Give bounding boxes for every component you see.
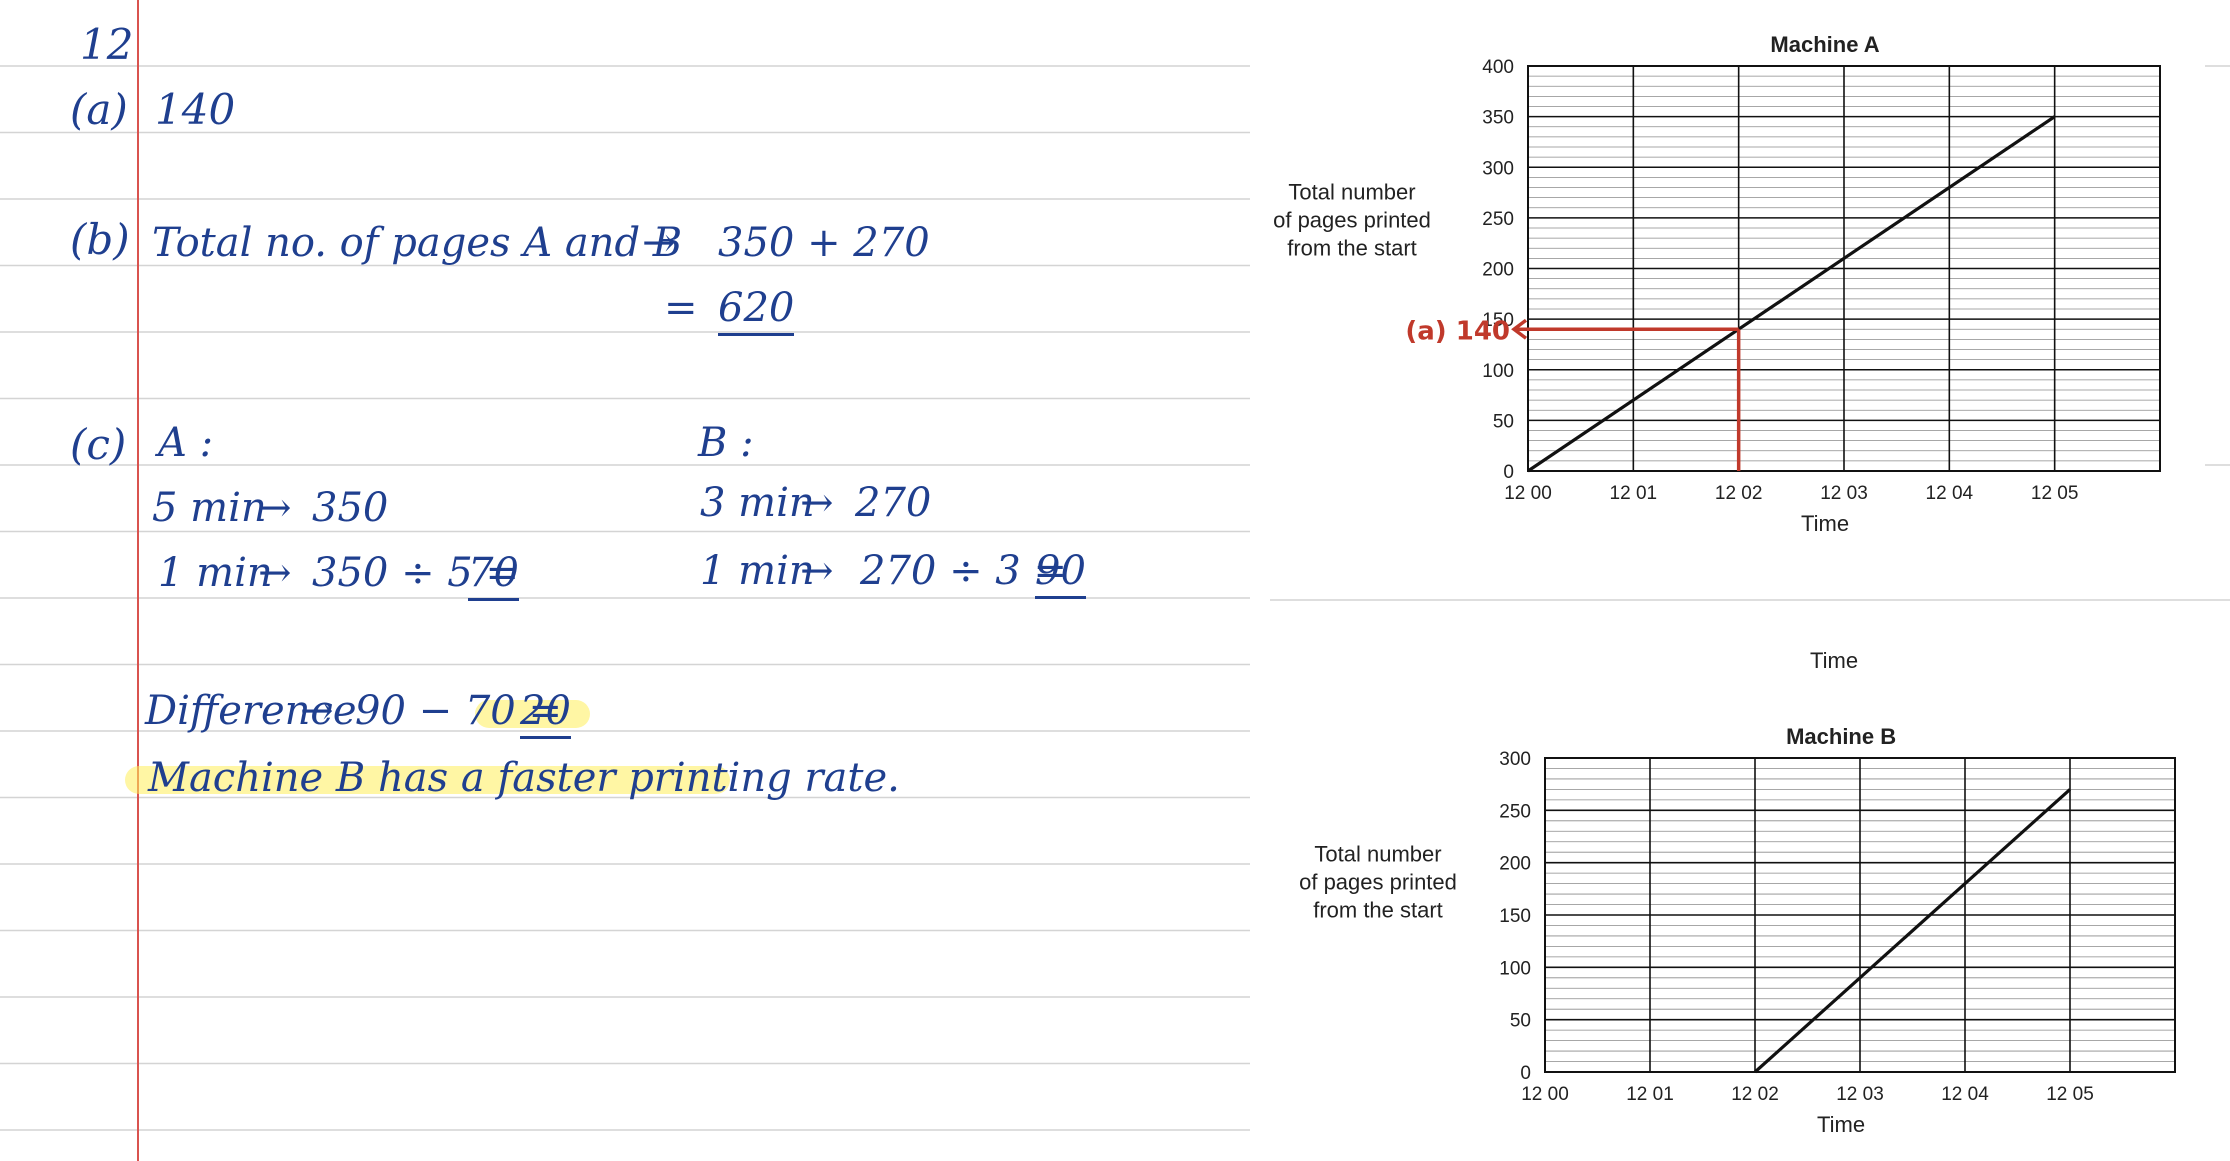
x-tick-label: 12 02 (1715, 483, 1763, 504)
part-c-b-line1-arrow: → (800, 480, 834, 526)
y-axis-label-line: of pages printed (1273, 208, 1431, 233)
series-line (1753, 788, 2072, 1074)
part-c-a-line1-left: 5 min (152, 485, 267, 531)
x-tick-label: 12 00 (1504, 483, 1552, 504)
machine-b-chart: 0 50 100 150 200 250 300 12 00 12 01 12 02 12 03 12… (1299, 724, 2176, 1137)
y-tick-label: 50 (1510, 1011, 1531, 1032)
part-c-b-line1-value: 270 (855, 480, 932, 526)
x-tick-label: 12 02 (1731, 1084, 1779, 1105)
part-c-b-expr: 270 ÷ 3 = (860, 548, 1067, 594)
part-b-label: (b) (70, 215, 130, 264)
part-b-equals: = (664, 285, 698, 331)
question-number: 12 (80, 20, 134, 69)
annotation-label: (a) 140 (1405, 316, 1510, 346)
y-axis-label-line: from the start (1313, 898, 1443, 923)
y-tick-label: 300 (1482, 158, 1514, 179)
part-c-b-line2-left: 1 min (700, 548, 815, 594)
difference-arrow: → (300, 688, 334, 734)
part-c-a-result: 70 (468, 550, 519, 601)
x-axis-label: Time (1817, 1112, 1865, 1137)
part-b-result: 620 (718, 285, 795, 336)
x-tick-label: 12 03 (1836, 1084, 1884, 1105)
difference-result: 20 (520, 688, 571, 739)
plot-frame (1527, 65, 2161, 472)
plot-frame (1544, 757, 2176, 1073)
part-c-b-heading: B : (698, 420, 754, 466)
x-tick-label: 12 00 (1521, 1084, 1569, 1105)
part-c-a-line1-arrow: → (258, 485, 292, 531)
y-tick-label: 350 (1482, 108, 1514, 129)
y-tick-label: 200 (1499, 854, 1531, 875)
y-axis-label-line: from the start (1287, 236, 1417, 261)
x-tick-label: 12 04 (1926, 483, 1974, 504)
highlight-conclusion (125, 766, 730, 794)
y-tick-label: 50 (1493, 411, 1514, 432)
part-b-text: Total no. of pages A and B (152, 220, 683, 266)
annotation-arrowhead (1511, 318, 1528, 340)
between-charts-label: Time (1810, 648, 1859, 673)
y-axis-label-line: Total number (1314, 842, 1441, 867)
part-c-a-expr: 350 ÷ 5 = (312, 550, 519, 596)
highlight-difference-result (475, 700, 590, 728)
part-c-b-result: 90 (1035, 548, 1086, 599)
part-c-a-line2-arrow: → (258, 550, 292, 596)
difference-expr: 90 − 70 = (355, 688, 562, 734)
part-c-b-line1-left: 3 min (700, 480, 815, 526)
y-tick-label: 0 (1503, 462, 1514, 483)
part-c-b-line2-arrow: → (800, 548, 834, 594)
y-tick-label: 200 (1482, 260, 1514, 281)
y-tick-label: 0 (1520, 1063, 1531, 1084)
y-tick-label: 400 (1482, 57, 1514, 78)
part-b-arrow: → (642, 220, 676, 266)
x-tick-label: 12 05 (2031, 483, 2079, 504)
chart-title: Machine A (1770, 32, 1879, 57)
difference-label: Difference (145, 688, 357, 734)
part-b-sum: 350 + 270 (718, 220, 930, 266)
part-c-a-line1-value: 350 (312, 485, 389, 531)
y-axis-label-line: of pages printed (1299, 870, 1457, 895)
y-tick-label: 300 (1499, 749, 1531, 770)
x-tick-label: 12 01 (1610, 483, 1658, 504)
part-a-answer: 140 (155, 85, 236, 134)
chart-title: Machine B (1786, 724, 1896, 749)
part-c-label: (c) (70, 420, 127, 469)
y-tick-label: 100 (1482, 361, 1514, 382)
x-tick-label: 12 04 (1941, 1084, 1989, 1105)
y-tick-label: 150 (1482, 310, 1514, 331)
y-tick-label: 100 (1499, 958, 1531, 979)
machine-a-chart: 0 50 100 150 200 250 300 350 400 12 00 12 01 12 02 1… (1273, 32, 2161, 536)
x-tick-label: 12 03 (1820, 483, 1868, 504)
x-tick-label: 12 01 (1626, 1084, 1674, 1105)
y-tick-label: 250 (1499, 801, 1531, 822)
series-line (1527, 115, 2056, 473)
x-tick-label: 12 05 (2046, 1084, 2094, 1105)
part-c-a-heading: A : (158, 420, 214, 466)
conclusion-text: Machine B has a faster printing rate. (148, 755, 900, 801)
part-c-a-line2-left: 1 min (158, 550, 273, 596)
y-tick-label: 150 (1499, 906, 1531, 927)
part-a-label: (a) (70, 85, 128, 134)
y-tick-label: 250 (1482, 209, 1514, 230)
x-axis-label: Time (1801, 511, 1849, 536)
y-axis-label-line: Total number (1288, 180, 1415, 205)
